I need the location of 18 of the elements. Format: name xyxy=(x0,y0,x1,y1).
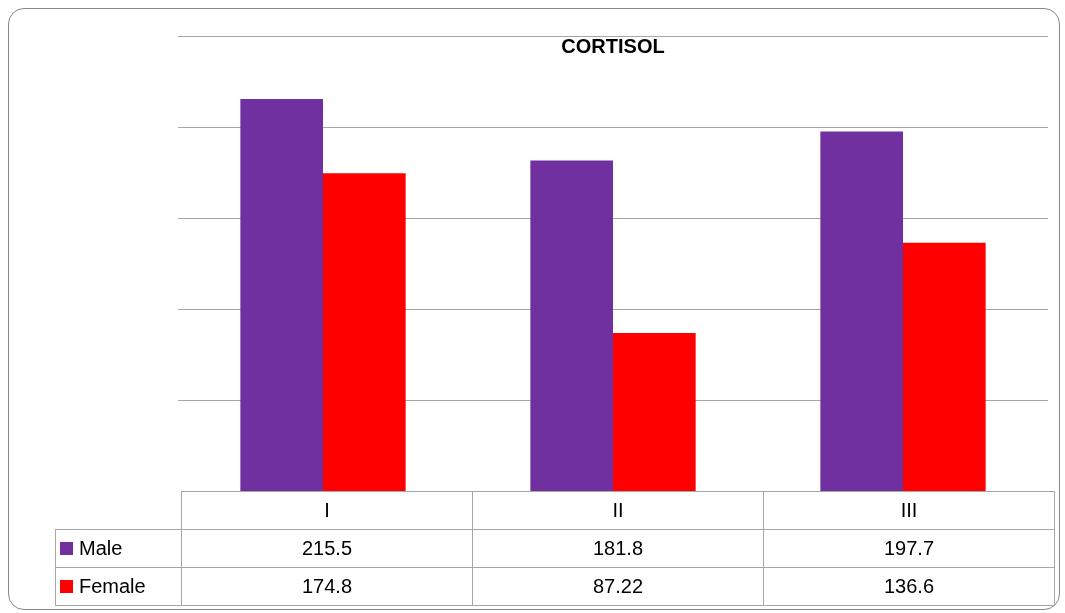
chart-title: CORTISOL xyxy=(561,34,665,57)
bar xyxy=(820,131,903,492)
data-label: 87.22 xyxy=(472,567,764,606)
bar xyxy=(613,332,696,492)
data-label: 174.8 xyxy=(181,567,473,606)
data-label: 181.8 xyxy=(472,529,764,568)
data-label: 136.6 xyxy=(763,567,1055,606)
data-label: 197.7 xyxy=(763,529,1055,568)
bar xyxy=(530,160,613,492)
bar xyxy=(240,98,323,492)
x-tick-label: III xyxy=(763,491,1055,530)
x-tick-label: I xyxy=(181,491,473,530)
x-tick-label: II xyxy=(472,491,764,530)
bar xyxy=(323,173,406,492)
bar xyxy=(903,242,986,492)
legend-label: Female xyxy=(55,567,182,606)
data-label: 215.5 xyxy=(181,529,473,568)
legend-label: Male xyxy=(55,529,182,568)
